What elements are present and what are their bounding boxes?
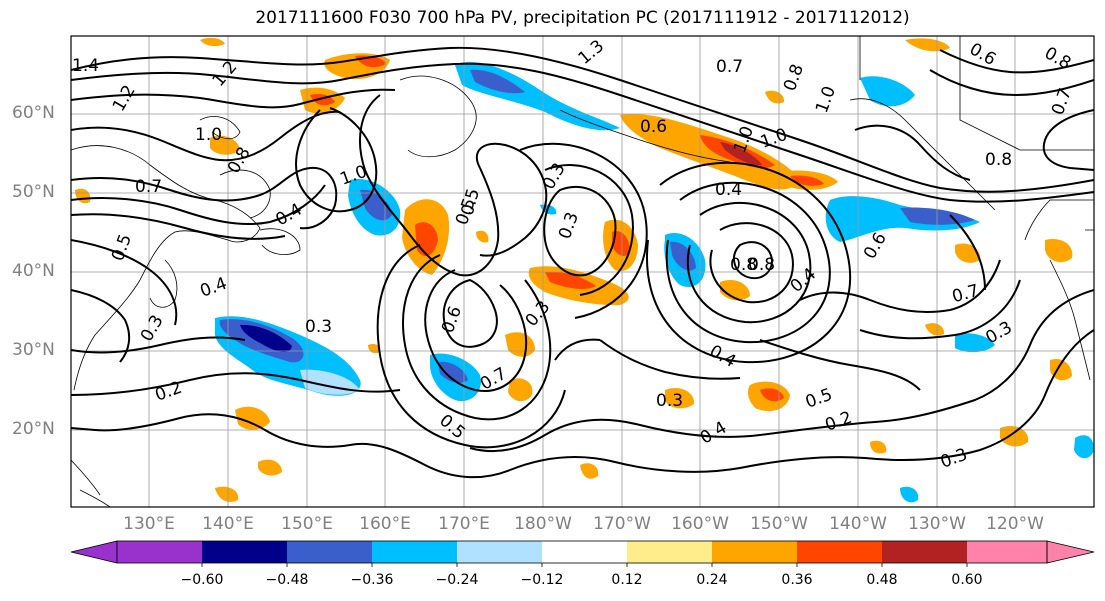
lon-label-140w: 140°W xyxy=(829,514,887,534)
graticule xyxy=(71,36,1094,507)
lat-label-40n: 40°N xyxy=(12,261,55,281)
colorbar-extend-low xyxy=(70,540,118,564)
colorbar-tick-label: −0.60 xyxy=(180,572,224,588)
lat-label-20n: 20°N xyxy=(12,419,55,439)
colorbar-extend-high xyxy=(1046,540,1095,564)
precip-positive-patch xyxy=(476,230,489,243)
contour-label: 0.6 xyxy=(640,117,667,137)
contour-label: 0.4 xyxy=(715,180,742,200)
precip-negative-patch xyxy=(1074,435,1094,459)
colorbar-tick-label: 0.12 xyxy=(611,572,643,588)
contour-label: 0.3 xyxy=(305,317,332,337)
precip-positive-patch xyxy=(545,271,596,289)
lat-label-30n: 30°N xyxy=(12,340,55,360)
precip-positive-patch xyxy=(620,114,800,190)
precip-positive-patch xyxy=(870,440,887,454)
precip-positive-patch xyxy=(508,378,533,402)
precip-positive-patch xyxy=(1000,425,1029,447)
colorbar xyxy=(70,540,1095,567)
precip-negative-patch xyxy=(860,76,915,107)
map-frame xyxy=(70,35,1095,508)
precip-positive-patch xyxy=(720,279,750,301)
precip-positive-patch xyxy=(905,38,950,52)
lon-label-140e: 140°E xyxy=(202,514,254,534)
lon-label-120w: 120°W xyxy=(986,514,1044,534)
colorbar-segment xyxy=(372,541,457,563)
colorbar-segment xyxy=(797,541,882,563)
contour-label: 1.0 xyxy=(195,125,222,145)
lon-label-170w: 170°W xyxy=(593,514,651,534)
colorbar-outline xyxy=(116,540,1048,564)
precip-negative-patch xyxy=(900,486,919,503)
colorbar-tick-label: 0.36 xyxy=(781,572,813,588)
precip-positive-patch xyxy=(760,388,784,402)
colorbar-segment xyxy=(542,541,627,563)
lon-label-160w: 160°W xyxy=(671,514,729,534)
lon-label-130e: 130°E xyxy=(123,514,175,534)
precip-positive-patch xyxy=(925,323,945,336)
precip-negative-patch xyxy=(670,241,696,271)
precip-positive-patch xyxy=(612,231,630,256)
map-area: 1.4 1.2 1.2 1.0 0.8 0.7 0.5 0.4 1.0 0.5 … xyxy=(71,36,1094,507)
colorbar-tick-label: −0.48 xyxy=(265,572,309,588)
coastlines xyxy=(71,36,1094,507)
precip-positive-patch xyxy=(580,463,599,479)
colorbar-tick-label: 0.60 xyxy=(951,572,983,588)
contour-label: 0.8 xyxy=(985,150,1012,170)
colorbar-segment xyxy=(117,541,202,563)
colorbar-segment xyxy=(457,541,542,563)
precip-negative-patch xyxy=(240,324,292,352)
precip-positive-patch xyxy=(210,135,240,155)
precip-positive-patch xyxy=(1050,358,1072,381)
lon-label-150w: 150°W xyxy=(750,514,808,534)
precip-positive-patch xyxy=(665,387,695,409)
lat-label-60n: 60°N xyxy=(12,103,55,123)
precip-positive-patch xyxy=(258,459,282,476)
contour-label: 0.7 xyxy=(135,177,162,197)
precip-positive-patch xyxy=(200,37,225,47)
precip-positive-patch xyxy=(215,486,239,502)
colorbar-segment xyxy=(882,541,967,563)
precip-negative-patch xyxy=(955,333,995,353)
colorbar-segment xyxy=(712,541,797,563)
pv-contours xyxy=(71,46,1094,479)
colorbar-segment xyxy=(627,541,712,563)
colorbar-tick-label: −0.24 xyxy=(435,572,479,588)
lon-label-170e: 170°E xyxy=(438,514,490,534)
precip-positive-patch xyxy=(790,175,824,186)
lon-label-180w: 180°W xyxy=(514,514,572,534)
colorbar-segment xyxy=(287,541,372,563)
precip-positive-patch xyxy=(720,142,762,166)
colorbar-tick-label: −0.12 xyxy=(520,572,564,588)
lon-label-130w: 130°W xyxy=(908,514,966,534)
precip-negative-patch xyxy=(470,69,525,94)
colorbar-segment xyxy=(202,541,287,563)
colorbar-segment xyxy=(967,541,1047,563)
precipitation-shading xyxy=(75,37,1094,503)
precip-positive-patch xyxy=(235,406,270,430)
precip-negative-patch xyxy=(438,361,468,383)
contour-label: 0.8 xyxy=(730,255,757,275)
precip-positive-patch xyxy=(1045,238,1073,263)
map-title: 2017111600 F030 700 hPa PV, precipitatio… xyxy=(255,8,910,28)
contour-label: 0.8 xyxy=(748,255,775,275)
lat-label-50n: 50°N xyxy=(12,182,55,202)
contour-label: 0.7 xyxy=(716,57,743,77)
lon-label-150e: 150°E xyxy=(281,514,333,534)
lon-label-160e: 160°E xyxy=(359,514,411,534)
colorbar-tick-label: 0.48 xyxy=(866,572,898,588)
colorbar-tick-label: −0.36 xyxy=(350,572,394,588)
precip-negative-patch xyxy=(825,196,980,242)
contour-label: 0.3 xyxy=(656,391,683,411)
contour-label: 1.4 xyxy=(72,56,99,76)
colorbar-tick-label: 0.24 xyxy=(696,572,728,588)
